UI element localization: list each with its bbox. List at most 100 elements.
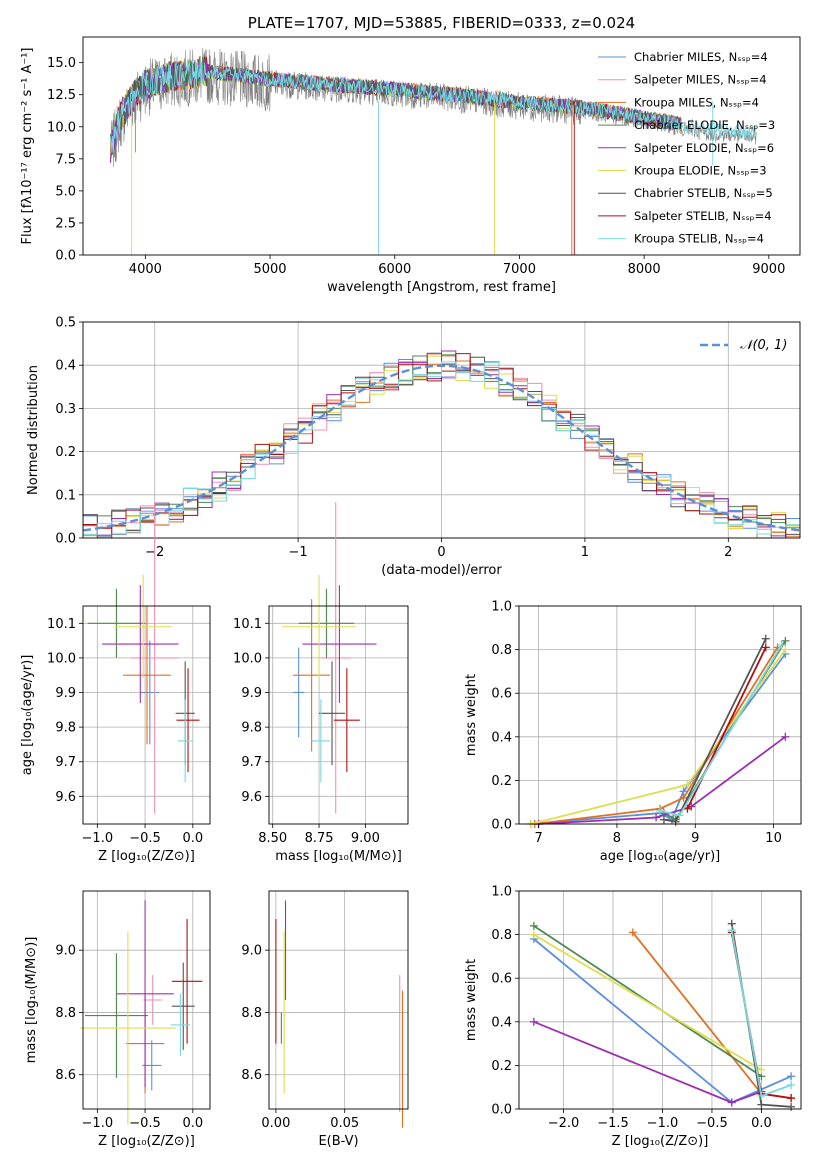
y-axis-label: mass [log₁₀(M/M⊙)] <box>24 937 39 1064</box>
x-tick-label: −1.0 <box>82 1116 114 1131</box>
y-tick-label: 10.0 <box>47 120 76 135</box>
legend-entry: 𝒩(0, 1) <box>740 338 787 353</box>
y-tick-label: 0.2 <box>491 1059 512 1074</box>
model-spectrum <box>109 58 757 153</box>
x-tick-label: 7 <box>534 831 542 846</box>
x-axis-label: Z [log₁₀(Z/Z⊙)] <box>98 1134 195 1149</box>
y-tick-label: 9.0 <box>55 944 76 959</box>
y-tick-label: 8.8 <box>55 1006 76 1021</box>
y-tick-label: 10.0 <box>47 651 76 666</box>
x-tick-label: 4000 <box>129 262 162 277</box>
x-axis-label: wavelength [Angstrom, rest frame] <box>327 280 556 295</box>
legend-entry: Kroupa ELODIE, Nₛₛₚ=3 <box>634 164 767 178</box>
y-tick-label: 15.0 <box>47 56 76 71</box>
y-tick-label: 9.6 <box>55 790 76 805</box>
legend-entry: Salpeter MILES, Nₛₛₚ=4 <box>634 73 767 87</box>
y-tick-label: 0.6 <box>491 687 512 702</box>
residual-histogram <box>83 361 800 538</box>
y-tick-label: 2.5 <box>55 216 76 231</box>
y-tick-label: 0.3 <box>55 402 76 417</box>
y-tick-label: 0.0 <box>55 249 76 264</box>
weight-line <box>534 646 779 825</box>
x-axis-label: Z [log₁₀(Z/Z⊙)] <box>612 1134 709 1149</box>
legend-entry: Chabrier ELODIE, Nₛₛₚ=3 <box>634 118 775 132</box>
y-axis-label: mass weight <box>464 674 479 756</box>
y-tick-label: 9.7 <box>241 755 262 770</box>
x-tick-label: −0.5 <box>129 831 161 846</box>
x-tick-label: 0 <box>437 545 445 560</box>
x-axis-label: E(B-V) <box>318 1134 358 1149</box>
x-axis-label: (data-model)/error <box>381 563 502 578</box>
x-tick-label: −1 <box>289 545 308 560</box>
y-tick-label: 9.0 <box>241 944 262 959</box>
x-tick-label: 9.00 <box>351 831 380 846</box>
axes-frame <box>518 890 802 1110</box>
y-tick-label: 0.2 <box>55 445 76 460</box>
y-tick-label: 9.6 <box>241 790 262 805</box>
x-tick-label: 9000 <box>752 262 785 277</box>
y-tick-label: 0.8 <box>491 928 512 943</box>
panel-1: −2 −1 0 1 20.00.10.20.30.40.5(data-model)/er… <box>26 316 801 578</box>
x-tick-label: 8.50 <box>258 831 287 846</box>
weight-line <box>533 925 762 1078</box>
x-tick-label: 9 <box>691 831 699 846</box>
x-tick-label: 0.0 <box>182 1116 203 1131</box>
x-tick-label: 0.05 <box>330 1116 359 1131</box>
y-tick-label: 1.0 <box>491 600 512 615</box>
x-tick-label: 10 <box>765 831 782 846</box>
x-axis-label: mass [log₁₀(M/M⊙)] <box>275 849 402 864</box>
axes-frame <box>82 36 801 256</box>
chart-title: PLATE=1707, MJD=53885, FIBERID=0333, z=0… <box>248 14 635 32</box>
x-tick-label: 8.75 <box>305 831 334 846</box>
x-tick-label: 5000 <box>253 262 286 277</box>
y-tick-label: 0.4 <box>55 359 76 374</box>
axes-frame <box>82 605 211 825</box>
x-tick-label: 7000 <box>503 262 536 277</box>
weight-line <box>533 933 762 1071</box>
y-tick-label: 0.0 <box>491 1103 512 1118</box>
x-tick-label: −0.5 <box>696 1116 728 1131</box>
y-tick-label: 9.7 <box>55 755 76 770</box>
axes-frame <box>518 605 802 825</box>
y-tick-label: 9.8 <box>55 721 76 736</box>
legend-entry: Chabrier MILES, Nₛₛₚ=4 <box>634 50 768 64</box>
y-tick-label: 10.1 <box>47 617 76 632</box>
y-tick-label: 9.9 <box>241 686 262 701</box>
y-tick-label: 9.9 <box>55 686 76 701</box>
y-axis-label: Flux [fλ10⁻¹⁷ erg cm⁻² s⁻¹ A⁻¹] <box>20 48 35 245</box>
legend-entry: Kroupa STELIB, Nₛₛₚ=4 <box>634 232 764 246</box>
x-tick-label: 1 <box>581 545 589 560</box>
y-tick-label: 0.0 <box>491 818 512 833</box>
x-tick-label: 2 <box>724 545 732 560</box>
panel-4: 7 8 9 10 0.0 0.2 0.4 0.6 0.8 1.0 age [log₁₀(age/yr… <box>464 600 802 864</box>
y-tick-label: 0.5 <box>55 316 76 331</box>
weight-line <box>538 736 786 825</box>
y-tick-label: 10.1 <box>233 617 262 632</box>
legend-entry: Salpeter ELODIE, Nₛₛₚ=6 <box>634 141 774 155</box>
axes-frame <box>268 605 409 825</box>
y-tick-label: 5.0 <box>55 184 76 199</box>
y-tick-label: 8.6 <box>241 1068 262 1083</box>
x-tick-label: −1.5 <box>597 1116 629 1131</box>
y-tick-label: 0.0 <box>55 532 76 547</box>
x-tick-label: −1.0 <box>82 831 114 846</box>
x-tick-label: 8 <box>613 831 621 846</box>
y-tick-label: 0.4 <box>491 1015 512 1030</box>
legend-entry: Chabrier STELIB, Nₛₛₚ=5 <box>634 186 773 200</box>
y-tick-label: 10.0 <box>233 651 262 666</box>
y-tick-label: 8.8 <box>241 1006 262 1021</box>
y-tick-label: 0.6 <box>491 972 512 987</box>
x-tick-label: 0.00 <box>261 1116 290 1131</box>
weight-line <box>663 638 767 823</box>
x-tick-label: 6000 <box>378 262 411 277</box>
legend-entry: Salpeter STELIB, Nₛₛₚ=4 <box>634 209 772 223</box>
y-tick-label: 0.8 <box>491 643 512 658</box>
y-tick-label: 0.2 <box>491 774 512 789</box>
x-axis-label: age [log₁₀(age/yr)] <box>600 849 721 864</box>
y-tick-label: 7.5 <box>55 152 76 167</box>
axes-frame <box>268 890 409 1110</box>
x-tick-label: 8000 <box>628 262 661 277</box>
panel-6: 0.00 0.05 8.6 8.8 9.0 E(B-V) <box>241 890 409 1149</box>
y-tick-label: 1.0 <box>491 885 512 900</box>
